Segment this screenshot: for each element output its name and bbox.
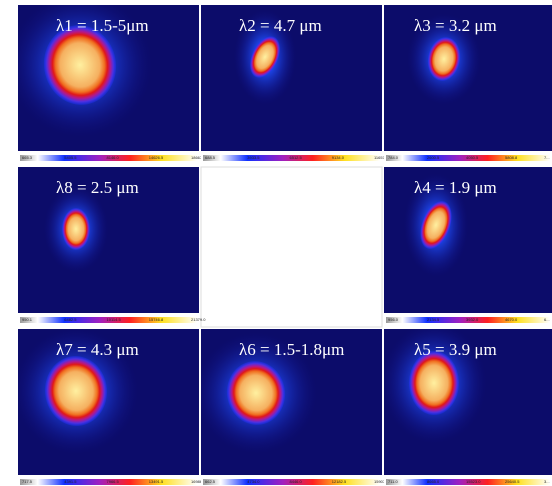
colorbar-label: 13491.5 [149,479,164,484]
colorbar-label: 711.0 [388,479,398,484]
colorbar-label: 15523.0 [466,479,481,484]
colorbar-label: 2134.5 [427,317,440,322]
wavelength-label: λ4 = 1.9 μm [414,178,497,197]
colorbar-label: 688.5 [205,155,216,160]
colorbar-label: 4050.5 [466,155,479,160]
colorbar-label: 950.1 [22,317,33,322]
wavelength-label: λ6 = 1.5-1.8μm [239,340,344,359]
colorbar-label: 4670.0 [505,317,518,322]
wavelength-label: λ2 = 4.7 μm [239,16,322,35]
colorbar-label: 7966.5 [107,479,120,484]
colorbar-label: 21379.0 [191,317,206,322]
colorbar-label: 6... [544,317,550,322]
colorbar-label: 717.5 [22,479,33,484]
colorbar-label: 3932.0 [466,317,479,322]
colorbar-label: 784.0 [388,155,399,160]
colorbar-label: 4391.5 [64,479,77,484]
colorbar-label: 10114.5 [107,317,122,322]
thermal-panel: λ8 = 2.5 μm 950.1 6482.5 10114.5 15746.8 2137… [18,167,206,326]
colorbar-label: 8446.0 [290,479,303,484]
wavelength-label: λ1 = 1.5-5μm [56,16,149,35]
colorbar-label: 665.3 [22,155,33,160]
colorbar-label: 7... [544,155,550,160]
colorbar-label: 6512.5 [290,155,303,160]
colorbar-label: 8665.0 [427,479,440,484]
colorbar-label: 25640.5 [505,479,520,484]
colorbar-label: 662.5 [205,479,216,484]
colorbar-label: 9134.0 [332,155,345,160]
colorbar-label: 956.0 [388,317,399,322]
colorbar-label: 15746.8 [149,317,164,322]
figure: λ1 = 1.5-5μm665.35405.58146.014626.51866… [0,0,552,486]
wavelength-label: λ7 = 4.3 μm [56,340,139,359]
hot-spot [62,208,90,250]
colorbar-label: 8146.0 [107,155,120,160]
colorbar-label: 3... [544,479,550,484]
empty-cell [201,167,382,327]
colorbar-label: 2600.5 [427,155,440,160]
colorbar-label: 5405.5 [64,155,77,160]
colorbar-label: 12182.5 [332,479,347,484]
wavelength-label: λ8 = 2.5 μm [56,178,139,197]
colorbar-label: 14626.5 [149,155,164,160]
colorbar-label: 5808.8 [505,155,518,160]
wavelength-label: λ5 = 3.9 μm [414,340,497,359]
thermal-panel: λ5 = 3.9 μm 711.0 8665.0 15523.0 25640.5 3... [382,323,552,486]
thermal-panel: λ4 = 1.9 μm 956.0 2134.5 3932.0 4670.0 6... [384,167,552,326]
hot-spot [409,351,459,415]
wavelength-label: λ3 = 3.2 μm [414,16,497,35]
colorbar-label: 3933.5 [247,155,260,160]
colorbar-label: 4734.0 [247,479,260,484]
colorbar-label: 6482.5 [64,317,77,322]
thermal-panel: λ3 = 3.2 μm 784.0 2600.5 4050.5 5808.8 7... [384,5,552,164]
